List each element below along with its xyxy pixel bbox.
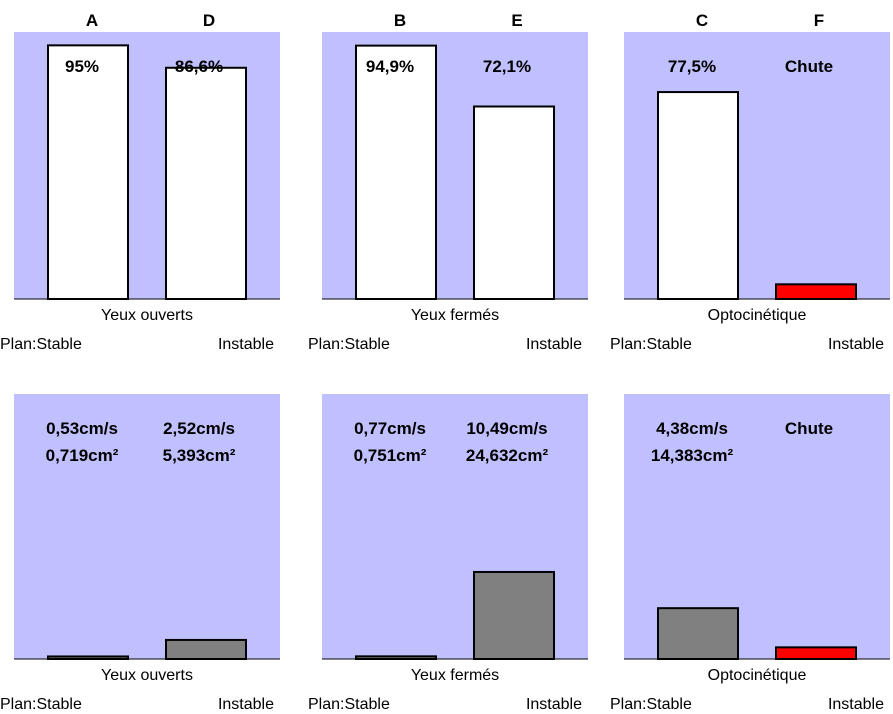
x-axis-label: Optocinétique [708, 307, 807, 324]
plan-stable-label: Plan:Stable [308, 336, 390, 353]
bar-F [775, 283, 857, 301]
category-label: A [86, 11, 98, 30]
data-label: 24,632cm² [466, 446, 549, 465]
category-label: C [696, 11, 708, 30]
bar-C [657, 91, 739, 300]
data-label: Chute [785, 419, 833, 438]
plan-instable-label: Instable [218, 696, 274, 713]
chart-panel-0-2: C F 77,5% Chute Optocinétique Plan:Stable Inst… [610, 11, 890, 353]
data-label: 95% [65, 57, 99, 76]
plan-stable-label: Plan:Stable [610, 336, 692, 353]
data-label: 2,52cm/s [163, 419, 235, 438]
bar-E [473, 570, 555, 660]
data-label: 0,719cm² [46, 446, 119, 465]
plan-stable-label: Plan:Stable [308, 696, 390, 713]
data-label: 72,1% [483, 57, 531, 76]
bar-D [165, 638, 247, 661]
plan-instable-label: Instable [526, 696, 582, 713]
data-label: 10,49cm/s [466, 419, 547, 438]
chart-panel-1-2: 4,38cm/s 14,383cm² Chute Optocinétique Plan:… [610, 394, 890, 713]
plan-instable-label: Instable [218, 336, 274, 353]
bar-E [473, 105, 555, 300]
bar-C [657, 607, 739, 660]
data-label: 77,5% [668, 57, 716, 76]
bar-F [775, 646, 857, 661]
data-label: Chute [785, 57, 833, 76]
bar-A [47, 44, 129, 300]
plan-instable-label: Instable [526, 336, 582, 353]
data-label: 5,393cm² [163, 446, 236, 465]
x-axis-label: Yeux fermés [411, 667, 499, 684]
data-label: 14,383cm² [651, 446, 734, 465]
x-axis-label: Yeux fermés [411, 307, 499, 324]
category-label: B [394, 11, 406, 30]
plan-stable-label: Plan:Stable [0, 336, 82, 353]
plan-instable-label: Instable [828, 336, 884, 353]
chart-panel-1-1: 0,77cm/s 0,751cm² 10,49cm/s 24,632cm² Yeux f… [308, 394, 588, 713]
data-label: 0,53cm/s [46, 419, 118, 438]
plan-stable-label: Plan:Stable [610, 696, 692, 713]
chart-panel-1-0: 0,53cm/s 0,719cm² 2,52cm/s 5,393cm² Yeux ouv… [0, 394, 280, 713]
category-label: E [511, 11, 522, 30]
category-label: D [203, 11, 215, 30]
x-axis-label: Optocinétique [708, 667, 807, 684]
x-axis-label: Yeux ouverts [101, 667, 193, 684]
data-label: 0,77cm/s [354, 419, 426, 438]
plan-instable-label: Instable [828, 696, 884, 713]
chart-panel-0-0: A D 95% 86,6% Yeux ouverts Plan:Stable Instabl… [0, 11, 280, 353]
chart-panel-0-1: B E 94,9% 72,1% Yeux fermés Plan:Stable Instab… [308, 11, 588, 353]
data-label: 94,9% [366, 57, 414, 76]
data-label: 0,751cm² [354, 446, 427, 465]
bar-D [165, 66, 247, 300]
data-label: 4,38cm/s [656, 419, 728, 438]
data-label: 86,6% [175, 57, 223, 76]
category-label: F [814, 11, 824, 30]
x-axis-label: Yeux ouverts [101, 307, 193, 324]
plan-stable-label: Plan:Stable [0, 696, 82, 713]
plot-area [14, 394, 280, 659]
bar-B [355, 44, 437, 300]
